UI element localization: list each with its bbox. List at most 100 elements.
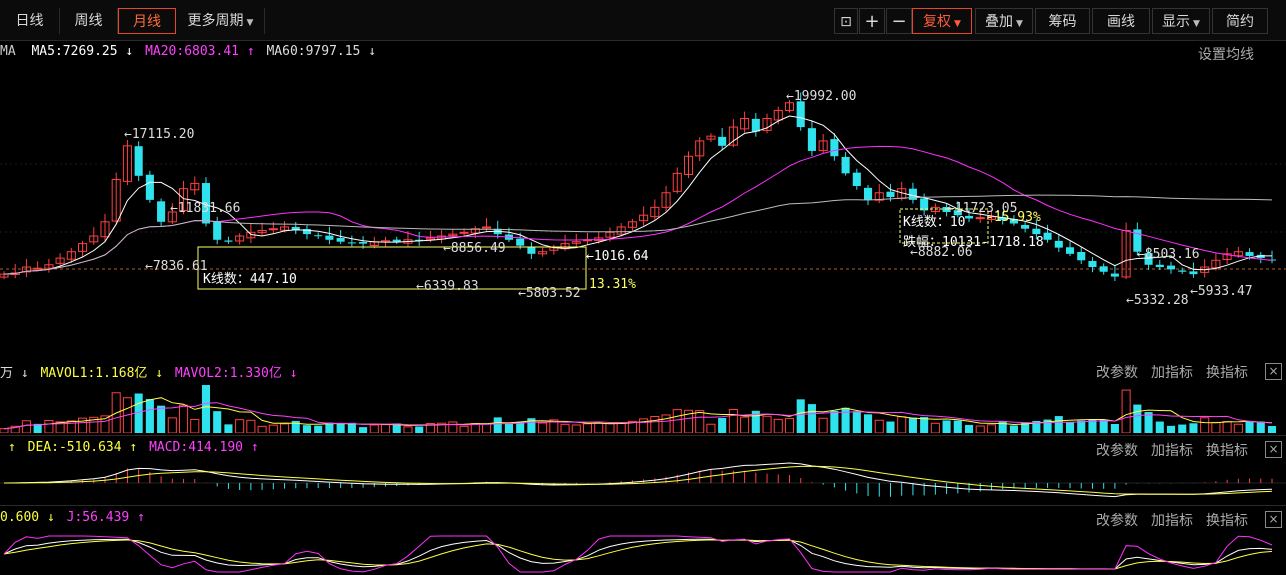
kdj-d-line — [3, 539, 1273, 570]
volume-bar-up — [571, 424, 581, 433]
dea-arrow: ↑ — [129, 440, 138, 455]
candle-down — [841, 156, 850, 174]
fuquan-button[interactable]: 复权 ▼ — [912, 8, 972, 34]
volume-bar-down — [516, 421, 525, 433]
ma-settings-link[interactable]: 设置均线 — [1198, 44, 1254, 63]
candle-down — [201, 183, 211, 224]
tab-daily[interactable]: 日线 — [0, 8, 60, 34]
candle-up — [740, 118, 750, 130]
volume-bar-down — [1065, 422, 1075, 433]
candle-down — [1043, 232, 1052, 240]
tab-monthly[interactable]: 月线 — [118, 8, 176, 34]
display-button[interactable]: 显示 ▼ — [1152, 8, 1210, 34]
kdj-close-icon[interactable]: × — [1265, 511, 1282, 528]
label-high-4: ←11723.05 — [947, 201, 1017, 216]
candle-up — [235, 235, 245, 242]
candle-down — [314, 235, 323, 237]
candle-up — [44, 264, 54, 269]
candle-down — [998, 217, 1007, 221]
volume-bar-up — [100, 415, 110, 433]
dea-line — [4, 465, 1273, 495]
tab-more-periods[interactable]: 更多周期 ▼ — [177, 8, 265, 34]
macd-close-icon[interactable]: × — [1265, 441, 1282, 458]
volume-chart[interactable] — [0, 381, 1286, 433]
candle-down — [302, 229, 312, 235]
display-label: 显示 — [1162, 14, 1191, 30]
volume-bar-down — [213, 411, 222, 433]
candlestick-chart[interactable]: ←17115.20 ←11831.66 ←7836.61 ←8856.49 ←6… — [0, 64, 1286, 354]
volume-bar-up — [874, 419, 884, 433]
vol-close-icon[interactable]: × — [1265, 363, 1282, 380]
volume-bar-up — [639, 418, 649, 433]
volume-bar-up — [89, 416, 99, 433]
volume-bar-down — [347, 422, 356, 433]
chevron-down-icon: ▼ — [1016, 19, 1023, 29]
candle-down — [134, 146, 143, 176]
vol-switch-indicator-link[interactable]: 换指标 — [1206, 365, 1248, 381]
volume-bar-down — [336, 423, 345, 433]
vol-unit: 万 — [0, 366, 14, 381]
volume-bar-up — [481, 423, 492, 433]
volume-panel-links: 改参数 加指标 换指标 — [1083, 362, 1248, 381]
tab-weekly[interactable]: 周线 — [60, 8, 118, 34]
candle-up — [538, 251, 548, 255]
volume-bar-up — [728, 409, 738, 433]
period-toolbar: 日线 周线 月线 更多周期 ▼ ⊡ + − 复权 ▼ 叠加 ▼ 筹码 画线 显示 ▼ 简… — [0, 0, 1286, 41]
volume-bar-up — [605, 423, 615, 433]
kdj-add-indicator-link[interactable]: 加指标 — [1151, 513, 1193, 529]
volume-bar-down — [1155, 421, 1164, 433]
candle-down — [1099, 266, 1108, 272]
kdj-chart[interactable] — [0, 529, 1286, 574]
simple-mode-button[interactable]: 简约 — [1212, 8, 1268, 34]
candle-down — [1144, 253, 1153, 265]
macd-chart[interactable] — [0, 458, 1286, 504]
volume-bar-down — [920, 417, 929, 433]
candle-up — [818, 140, 828, 152]
mavol2-line — [3, 402, 1273, 430]
candle-up — [122, 145, 132, 182]
chips-button[interactable]: 筹码 — [1035, 8, 1090, 34]
volume-header: 万 ↓ MAVOL1:1.168亿 ↓ MAVOL2:1.330亿 ↓ — [0, 362, 297, 381]
candle-up — [762, 118, 772, 131]
candle-down — [953, 210, 962, 216]
volume-bar-up — [21, 420, 31, 433]
candle-up — [459, 231, 469, 234]
vol-params-link[interactable]: 改参数 — [1096, 365, 1138, 381]
panel-divider — [0, 505, 1286, 506]
macd-switch-indicator-link[interactable]: 换指标 — [1206, 443, 1248, 459]
zoom-out-button[interactable]: − — [886, 8, 912, 34]
macd-add-indicator-link[interactable]: 加指标 — [1151, 443, 1193, 459]
ma60-line — [3, 194, 1273, 275]
candle-down — [830, 139, 839, 157]
kdj-switch-indicator-link[interactable]: 换指标 — [1206, 513, 1248, 529]
volume-bar-up — [190, 418, 200, 433]
volume-bar-up — [740, 416, 750, 433]
volume-bar-down — [852, 411, 861, 433]
volume-bar-down — [1110, 424, 1119, 433]
candle-down — [157, 201, 166, 222]
ma-prefix: MA — [0, 44, 16, 59]
candle-up — [706, 135, 716, 140]
volume-bar-up — [1200, 417, 1210, 433]
volume-bar-down — [1099, 419, 1108, 433]
vol-add-indicator-link[interactable]: 加指标 — [1151, 365, 1193, 381]
macd-params-link[interactable]: 改参数 — [1096, 443, 1138, 459]
lock-button[interactable]: ⊡ — [834, 8, 858, 34]
candle-down — [325, 235, 334, 240]
box2-pct: -15.93% — [986, 210, 1041, 225]
candle-down — [920, 198, 929, 211]
label-high-3: ←8856.49 — [443, 241, 506, 256]
volume-bar-up — [403, 426, 413, 433]
draw-line-button[interactable]: 画线 — [1092, 8, 1150, 34]
volume-bar-up — [425, 423, 435, 433]
box2-detail: 跌幅：10131-1718.18 — [903, 234, 1044, 250]
range-box-1 — [197, 246, 587, 290]
overlay-button[interactable]: 叠加 ▼ — [975, 8, 1033, 34]
volume-bar-down — [504, 423, 513, 433]
zoom-in-button[interactable]: + — [859, 8, 885, 34]
fuquan-label: 复权 — [923, 14, 952, 30]
volume-bar-down — [145, 398, 154, 433]
volume-bar-down — [302, 425, 312, 433]
kdj-params-link[interactable]: 改参数 — [1096, 513, 1138, 529]
volume-bar-down — [493, 417, 502, 433]
